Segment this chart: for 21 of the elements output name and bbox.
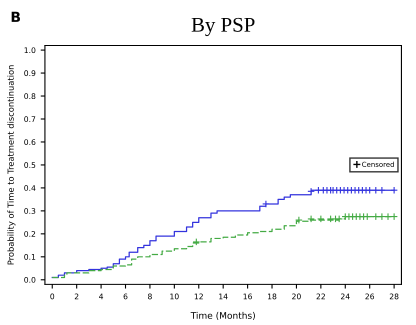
point	[390, 186, 398, 194]
point	[366, 186, 374, 194]
text: B	[12, 12, 20, 22]
point	[314, 186, 322, 194]
point	[372, 212, 380, 220]
point	[384, 212, 392, 220]
point	[363, 212, 372, 220]
point	[307, 188, 315, 196]
point	[262, 200, 270, 208]
point	[378, 186, 386, 194]
point	[390, 212, 398, 220]
point	[192, 238, 200, 246]
y-axis-title: Probability of Time to Treatment discontinuation	[7, 65, 16, 264]
x-axis-title: Time (Months)	[190, 312, 255, 320]
point	[307, 215, 315, 223]
point	[317, 215, 325, 223]
point	[372, 186, 380, 194]
point	[378, 212, 386, 220]
point	[326, 215, 334, 223]
point	[295, 216, 303, 224]
chart-title: By PSP	[192, 18, 254, 36]
